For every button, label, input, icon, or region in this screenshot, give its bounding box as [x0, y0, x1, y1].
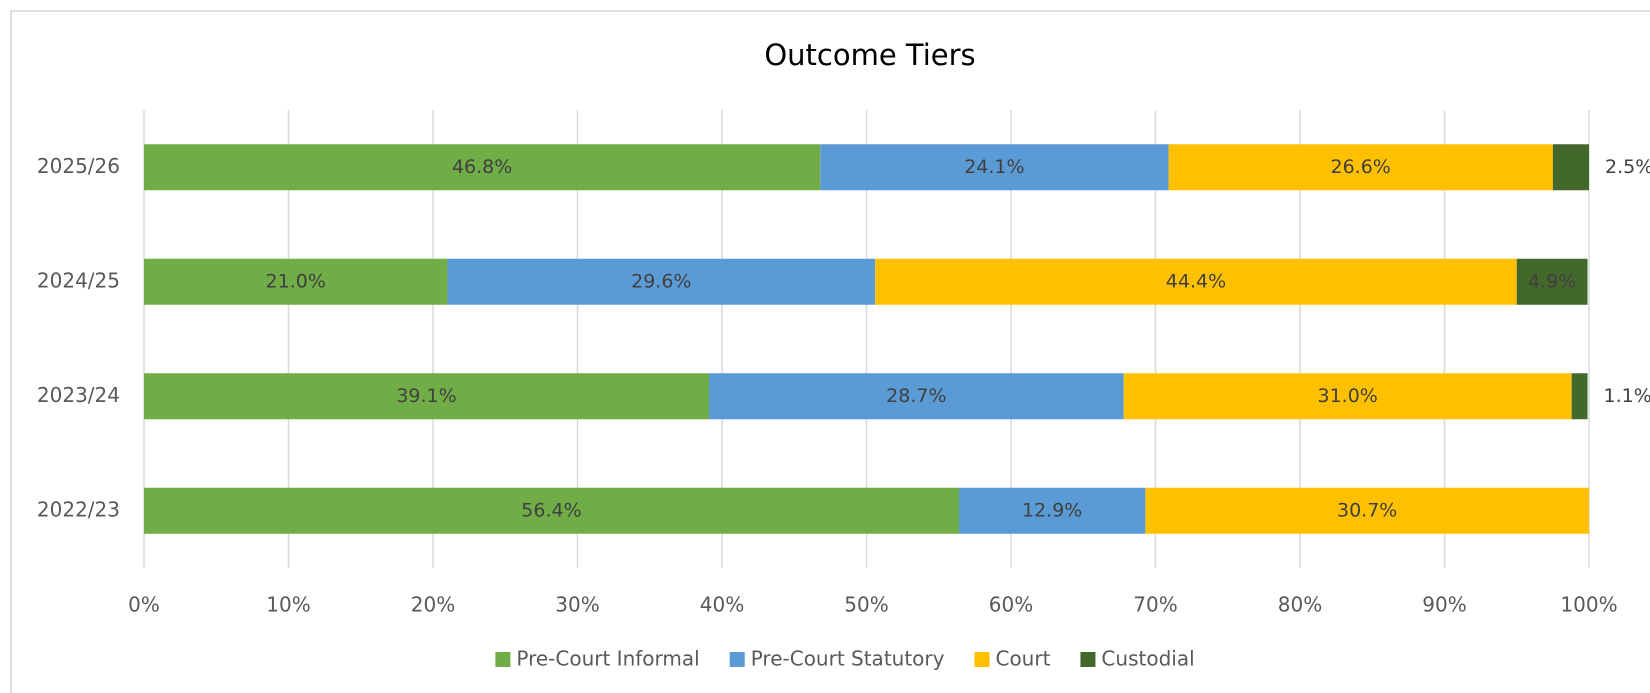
legend-label: Pre-Court Informal — [516, 647, 699, 671]
bar-segment — [144, 373, 709, 420]
x-tick-label: 70% — [1133, 593, 1177, 617]
x-tick-label: 90% — [1422, 593, 1466, 617]
data-label: 39.1% — [396, 385, 456, 407]
x-tick-label: 30% — [555, 593, 599, 617]
y-tick-label: 2024/25 — [37, 268, 120, 292]
x-tick-label: 50% — [844, 593, 888, 617]
bar-segment — [144, 487, 959, 534]
legend-swatch — [729, 652, 745, 667]
data-label: 12.9% — [1022, 499, 1082, 521]
legend-swatch — [974, 652, 990, 667]
data-label: 28.7% — [886, 385, 946, 407]
x-tick-label: 100% — [1560, 593, 1617, 617]
data-label: 24.1% — [964, 156, 1024, 178]
data-label: 21.0% — [266, 270, 326, 292]
data-label: 4.9% — [1528, 270, 1576, 292]
bar-segment — [144, 258, 448, 305]
legend-label: Pre-Court Statutory — [751, 647, 945, 671]
data-label: 30.7% — [1337, 499, 1397, 521]
bar-segment — [1168, 144, 1553, 191]
data-label: 1.1% — [1604, 385, 1650, 407]
legend-label: Custodial — [1101, 647, 1194, 671]
data-label: 2.5% — [1605, 156, 1650, 178]
x-tick-label: 60% — [989, 593, 1033, 617]
bar-segment — [1123, 373, 1572, 420]
y-tick-label: 2022/23 — [37, 497, 120, 521]
x-tick-label: 10% — [266, 593, 310, 617]
chart-title: Outcome Tiers — [764, 38, 975, 72]
y-tick-label: 2025/26 — [37, 154, 120, 178]
x-tick-label: 0% — [128, 593, 160, 617]
data-label: 29.6% — [631, 270, 691, 292]
bar-segment — [144, 144, 821, 191]
bar-segment — [1516, 258, 1588, 305]
bar-segment — [958, 487, 1146, 534]
legend-swatch — [495, 652, 511, 667]
chart-frame — [10, 10, 1650, 693]
legend-swatch — [1080, 652, 1096, 667]
bar-segment — [1552, 144, 1589, 191]
x-tick-label: 20% — [411, 593, 455, 617]
data-label: 44.4% — [1166, 270, 1226, 292]
bar-segment — [1571, 373, 1588, 420]
bar-segment — [1145, 487, 1589, 534]
x-tick-label: 40% — [700, 593, 744, 617]
data-label: 56.4% — [521, 499, 581, 521]
legend-label: Court — [995, 647, 1050, 671]
bar-segment — [820, 144, 1169, 191]
bar-segment — [708, 373, 1124, 420]
bar-segment — [447, 258, 876, 305]
x-tick-label: 80% — [1278, 593, 1322, 617]
legend: Pre-Court Informal Pre-Court Statutory Cou… — [495, 647, 1195, 671]
bar-segment — [875, 258, 1517, 305]
data-label: 31.0% — [1318, 385, 1378, 407]
data-label: 46.8% — [452, 156, 512, 178]
y-tick-label: 2023/24 — [37, 383, 120, 407]
data-label: 26.6% — [1331, 156, 1391, 178]
